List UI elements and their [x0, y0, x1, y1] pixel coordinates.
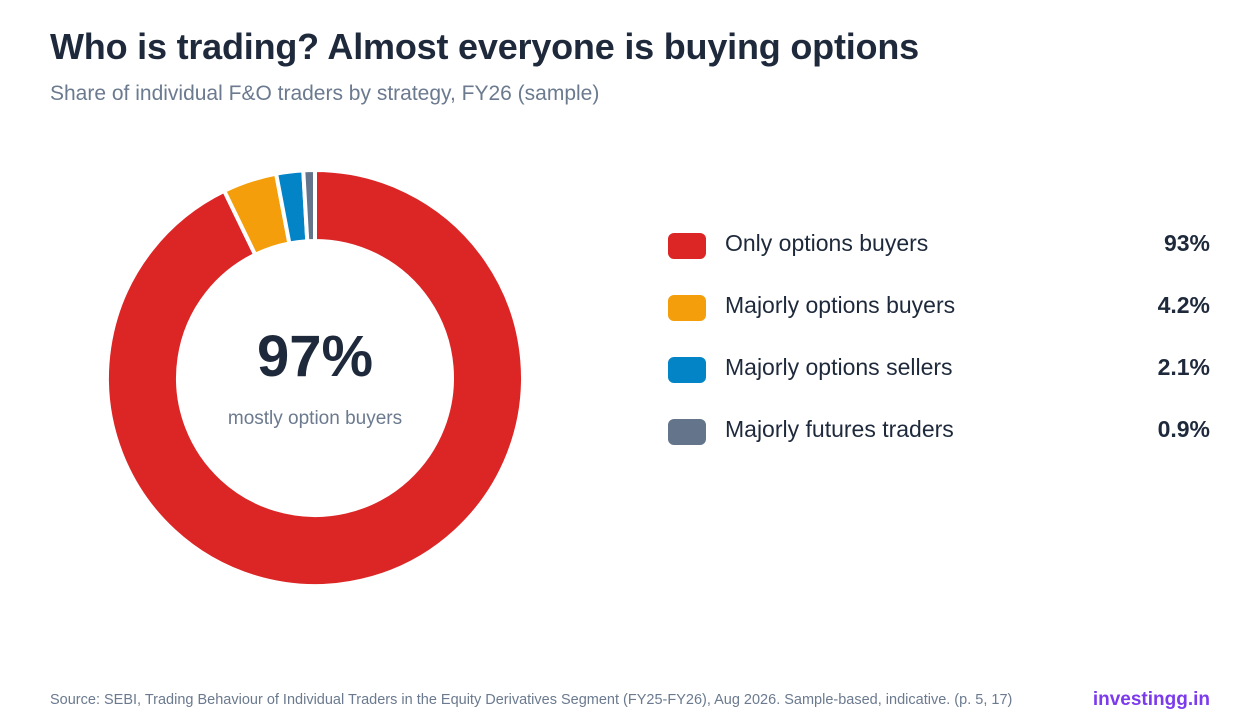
- legend-swatch: [668, 357, 706, 383]
- legend-label: Only options buyers: [725, 230, 929, 256]
- legend-item: Only options buyers 93%: [668, 215, 1210, 277]
- legend-label: Majorly options buyers: [725, 292, 956, 318]
- legend-value: 2.1%: [1157, 354, 1210, 380]
- legend-swatch: [668, 295, 706, 321]
- legend-swatch: [668, 419, 706, 445]
- legend-value: 4.2%: [1157, 292, 1210, 318]
- legend-value: 93%: [1163, 230, 1210, 256]
- legend-item: Majorly options sellers 2.1%: [668, 339, 1210, 401]
- donut-center-value: 97%: [256, 324, 374, 389]
- chart-title: Who is trading? Almost everyone is buyin…: [50, 26, 919, 67]
- donut-center-label: mostly option buyers: [227, 408, 403, 429]
- donut-svg: [105, 168, 525, 588]
- legend-item: Majorly options buyers 4.2%: [668, 277, 1210, 339]
- chart-subtitle: Share of individual F&O traders by strat…: [50, 82, 600, 105]
- source-note: Source: SEBI, Trading Behaviour of Indiv…: [50, 692, 1013, 708]
- legend-label: Majorly options sellers: [725, 354, 953, 380]
- legend-value: 0.9%: [1157, 416, 1210, 442]
- legend-item: Majorly futures traders 0.9%: [668, 401, 1210, 463]
- chart-legend: Only options buyers 93% Majorly options …: [668, 215, 1210, 463]
- legend-swatch: [668, 233, 706, 259]
- donut-slice-3: [301, 168, 317, 244]
- donut-slice-0: [105, 168, 525, 588]
- donut-chart: 97% mostly option buyers: [105, 168, 525, 588]
- legend-label: Majorly futures traders: [725, 416, 954, 442]
- brand-link[interactable]: investingg.in: [1092, 689, 1210, 710]
